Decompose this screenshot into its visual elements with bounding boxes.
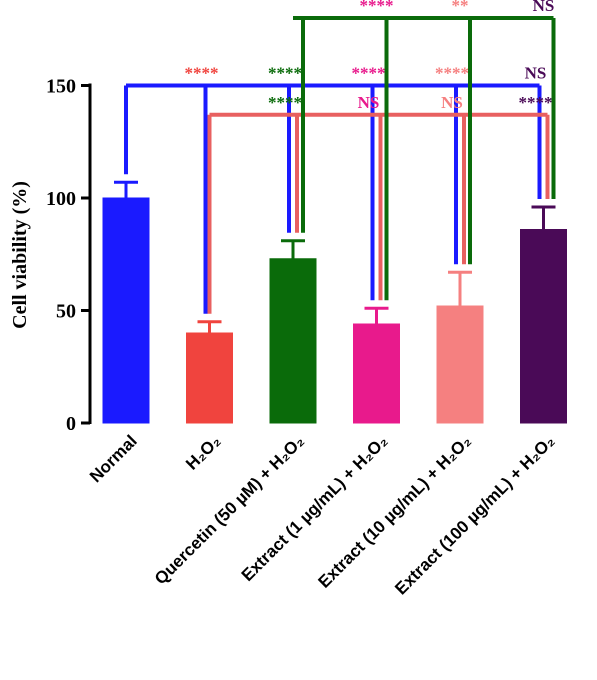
y-tick-label: 100 <box>46 188 76 210</box>
bar-3 <box>353 323 400 424</box>
y-tick-label: 0 <box>66 413 76 435</box>
significance-label: **** <box>185 64 219 83</box>
category-label: Normal <box>86 431 141 486</box>
category-label: Extract (10 µg/mL) + H₂O₂ <box>315 431 475 591</box>
category-label: H₂O₂ <box>182 431 224 473</box>
category-label: Extract (1 µg/mL) + H₂O₂ <box>238 431 392 585</box>
bar-2 <box>269 258 317 424</box>
y-tick-label: 150 <box>46 76 76 98</box>
category-label: Extract (100 µg/mL) + H₂O₂ <box>391 431 558 598</box>
significance-label: NS <box>358 93 380 112</box>
category-label: Quercetin (50 µM) + H₂O₂ <box>151 431 308 588</box>
significance-label: NS <box>525 64 547 83</box>
significance-label: **** <box>435 64 469 83</box>
significance-label: **** <box>360 0 394 15</box>
significance-label: NS <box>441 93 463 112</box>
significance-label: **** <box>352 64 386 83</box>
bar-4 <box>436 305 484 424</box>
bar-0 <box>102 197 150 424</box>
significance-label: ** <box>452 0 469 15</box>
significance-label: **** <box>268 93 302 112</box>
y-axis-label: Cell viability (%) <box>9 181 31 329</box>
bar-5 <box>520 229 567 424</box>
significance-label: NS <box>533 0 555 15</box>
y-tick-label: 50 <box>56 301 76 323</box>
significance-label: **** <box>519 93 553 112</box>
bar-1 <box>186 332 233 424</box>
significance-label: **** <box>268 64 302 83</box>
